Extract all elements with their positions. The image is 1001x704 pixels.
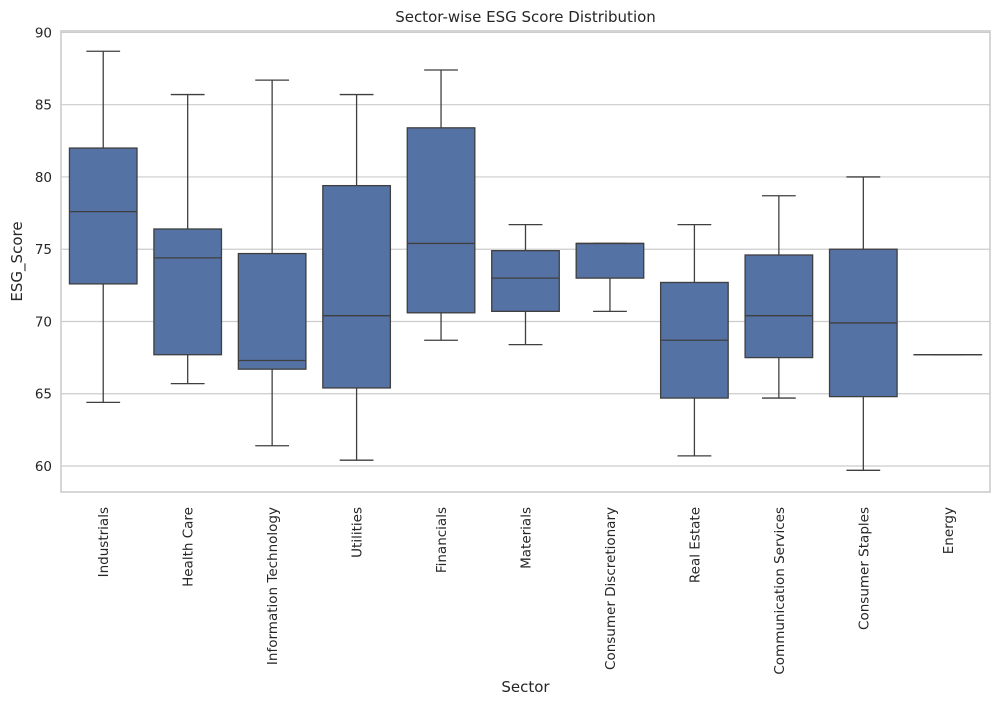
y-axis-ticks: 60 65 70 75 80 85 90 xyxy=(35,25,52,475)
y-tick-label: 85 xyxy=(35,98,52,114)
x-tick-label: Consumer Discretionary xyxy=(603,507,619,670)
box xyxy=(153,228,223,356)
y-tick-label: 75 xyxy=(35,242,52,258)
plot-frame xyxy=(60,30,991,493)
box xyxy=(68,147,138,285)
box xyxy=(322,184,392,389)
y-tick-label: 60 xyxy=(35,459,52,475)
x-axis-ticks: Industrials Health Care Information Techno… xyxy=(96,507,957,675)
box-series xyxy=(68,50,983,471)
box xyxy=(744,254,814,359)
x-tick-label: Materials xyxy=(519,507,535,569)
y-tick-label: 65 xyxy=(35,387,52,403)
box xyxy=(237,252,307,370)
x-tick-label: Health Care xyxy=(181,507,197,587)
x-tick-label: Information Technology xyxy=(265,507,281,665)
chart-title: Sector-wise ESG Score Distribution xyxy=(395,8,656,26)
x-axis-label: Sector xyxy=(501,678,550,696)
y-tick-label: 90 xyxy=(35,25,52,41)
x-tick-label: Consumer Staples xyxy=(856,507,872,630)
x-tick-label: Communication Services xyxy=(772,507,788,675)
y-axis-label: ESG_Score xyxy=(8,221,27,301)
x-tick-label: Utilities xyxy=(350,507,366,558)
x-tick-label: Real Estate xyxy=(687,507,703,583)
y-tick-label: 80 xyxy=(35,170,52,186)
box xyxy=(491,250,560,313)
y-tick-label: 70 xyxy=(35,314,52,330)
box xyxy=(575,242,645,279)
x-tick-label: Financials xyxy=(434,507,450,573)
x-tick-label: Energy xyxy=(941,507,957,554)
box xyxy=(406,127,476,314)
x-tick-label: Industrials xyxy=(96,507,112,577)
